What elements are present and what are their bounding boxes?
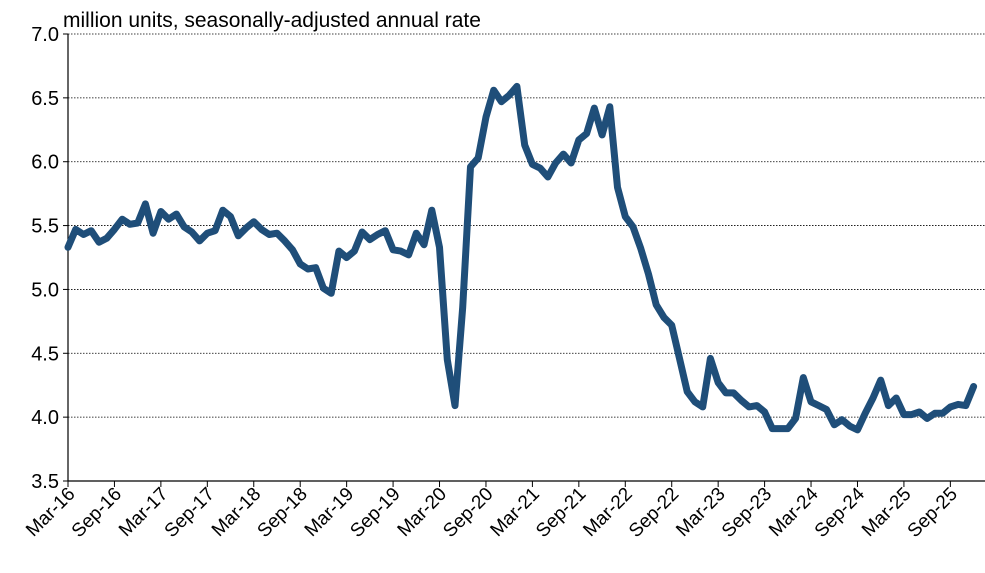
x-tick-label: Mar-18 [208, 484, 265, 541]
x-tick-label: Sep-22 [625, 484, 683, 542]
series-line [64, 82, 978, 434]
x-tick-label: Mar-25 [858, 484, 915, 541]
y-tick-label: 3.5 [31, 471, 59, 493]
y-axis-ticks: 3.5 4.0 4.5 5.0 5.5 6.0 6.5 7.0 [31, 24, 68, 493]
x-tick-label: Mar-24 [765, 483, 823, 541]
x-tick-label: Sep-16 [68, 484, 126, 542]
x-axis-ticks: Mar-16Sep-16Mar-17Sep-17Mar-18Sep-18Mar-… [22, 481, 962, 542]
y-tick-label: 7.0 [31, 24, 59, 46]
x-tick-label: Mar-22 [579, 484, 636, 541]
x-tick-label: Mar-23 [672, 484, 729, 541]
y-tick-label: 5.0 [31, 279, 59, 301]
x-tick-label: Mar-21 [487, 484, 544, 541]
x-tick-label: Mar-20 [394, 484, 451, 541]
y-tick-label: 4.5 [31, 343, 59, 365]
y-tick-label: 4.0 [31, 407, 59, 429]
y-tick-label: 5.5 [31, 216, 59, 238]
x-tick-label: Sep-24 [811, 483, 869, 541]
x-tick-label: Mar-19 [301, 484, 358, 541]
axes [67, 34, 985, 482]
x-tick-label: Sep-17 [161, 484, 219, 542]
x-tick-label: Sep-18 [254, 484, 312, 542]
x-tick-label: Sep-23 [718, 484, 776, 542]
y-tick-label: 6.5 [31, 88, 59, 110]
y-tick-label: 6.0 [31, 152, 59, 174]
x-tick-label: Sep-21 [532, 484, 590, 542]
x-tick-label: Sep-25 [904, 484, 962, 542]
x-tick-label: Sep-19 [346, 484, 404, 542]
chart-subtitle: million units, seasonally-adjusted annua… [63, 9, 481, 32]
x-tick-label: Sep-20 [439, 484, 497, 542]
x-tick-label: Mar-17 [115, 484, 172, 541]
gridlines [68, 33, 985, 418]
